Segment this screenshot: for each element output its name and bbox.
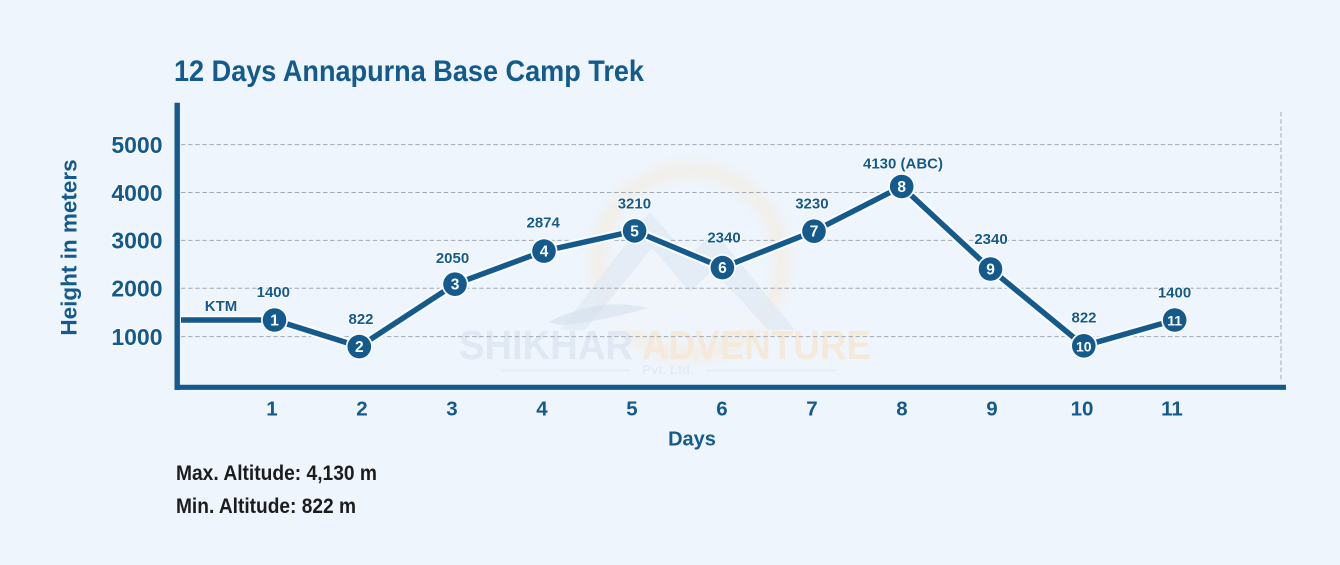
svg-text:1: 1 [270,313,279,330]
svg-text:2: 2 [355,339,364,356]
svg-text:822: 822 [348,311,373,328]
svg-text:9: 9 [986,398,997,421]
svg-text:Max. Altitude: 4,130 m: Max. Altitude: 4,130 m [176,461,377,485]
svg-text:2340: 2340 [707,230,740,247]
svg-text:3: 3 [451,277,460,294]
svg-text:7: 7 [806,398,817,421]
svg-text:10: 10 [1076,338,1092,354]
svg-text:8: 8 [896,398,907,421]
svg-text:Days: Days [668,429,716,451]
svg-text:Height in meters: Height in meters [57,159,82,335]
svg-text:2000: 2000 [111,276,162,302]
svg-text:8: 8 [897,179,906,196]
svg-text:2050: 2050 [436,250,469,267]
svg-text:4: 4 [540,244,549,261]
svg-text:Min. Altitude: 822 m: Min. Altitude: 822 m [176,494,356,518]
svg-text:SHIKHAR: SHIKHAR [459,322,633,368]
svg-text:5: 5 [626,398,637,421]
svg-text:10: 10 [1071,398,1094,421]
svg-text:4: 4 [536,398,548,421]
svg-text:3: 3 [446,398,457,421]
svg-text:12 Days Annapurna Base Camp Tr: 12 Days Annapurna Base Camp Trek [174,55,644,88]
svg-text:3000: 3000 [111,228,162,254]
svg-text:2340: 2340 [974,231,1007,248]
svg-text:5: 5 [630,223,639,240]
svg-text:4000: 4000 [111,180,162,206]
svg-text:Pvt. Ltd.: Pvt. Ltd. [642,362,693,377]
svg-text:1400: 1400 [1158,284,1191,301]
svg-text:5000: 5000 [111,132,162,158]
svg-text:1: 1 [266,398,277,421]
svg-text:9: 9 [986,262,995,279]
svg-text:6: 6 [718,260,727,277]
svg-text:6: 6 [716,398,727,421]
svg-text:KTM: KTM [205,298,238,315]
svg-text:3210: 3210 [618,196,651,213]
svg-text:1000: 1000 [111,324,162,350]
svg-text:11: 11 [1161,398,1183,421]
svg-text:4130 (ABC): 4130 (ABC) [863,156,943,173]
svg-text:7: 7 [810,224,819,241]
svg-text:2: 2 [356,398,367,421]
svg-text:822: 822 [1071,310,1096,327]
svg-text:2874: 2874 [527,214,561,231]
svg-text:3230: 3230 [795,196,828,213]
svg-text:ADVENTURE: ADVENTURE [642,322,871,368]
svg-text:11: 11 [1167,313,1182,329]
svg-text:1400: 1400 [257,284,290,301]
